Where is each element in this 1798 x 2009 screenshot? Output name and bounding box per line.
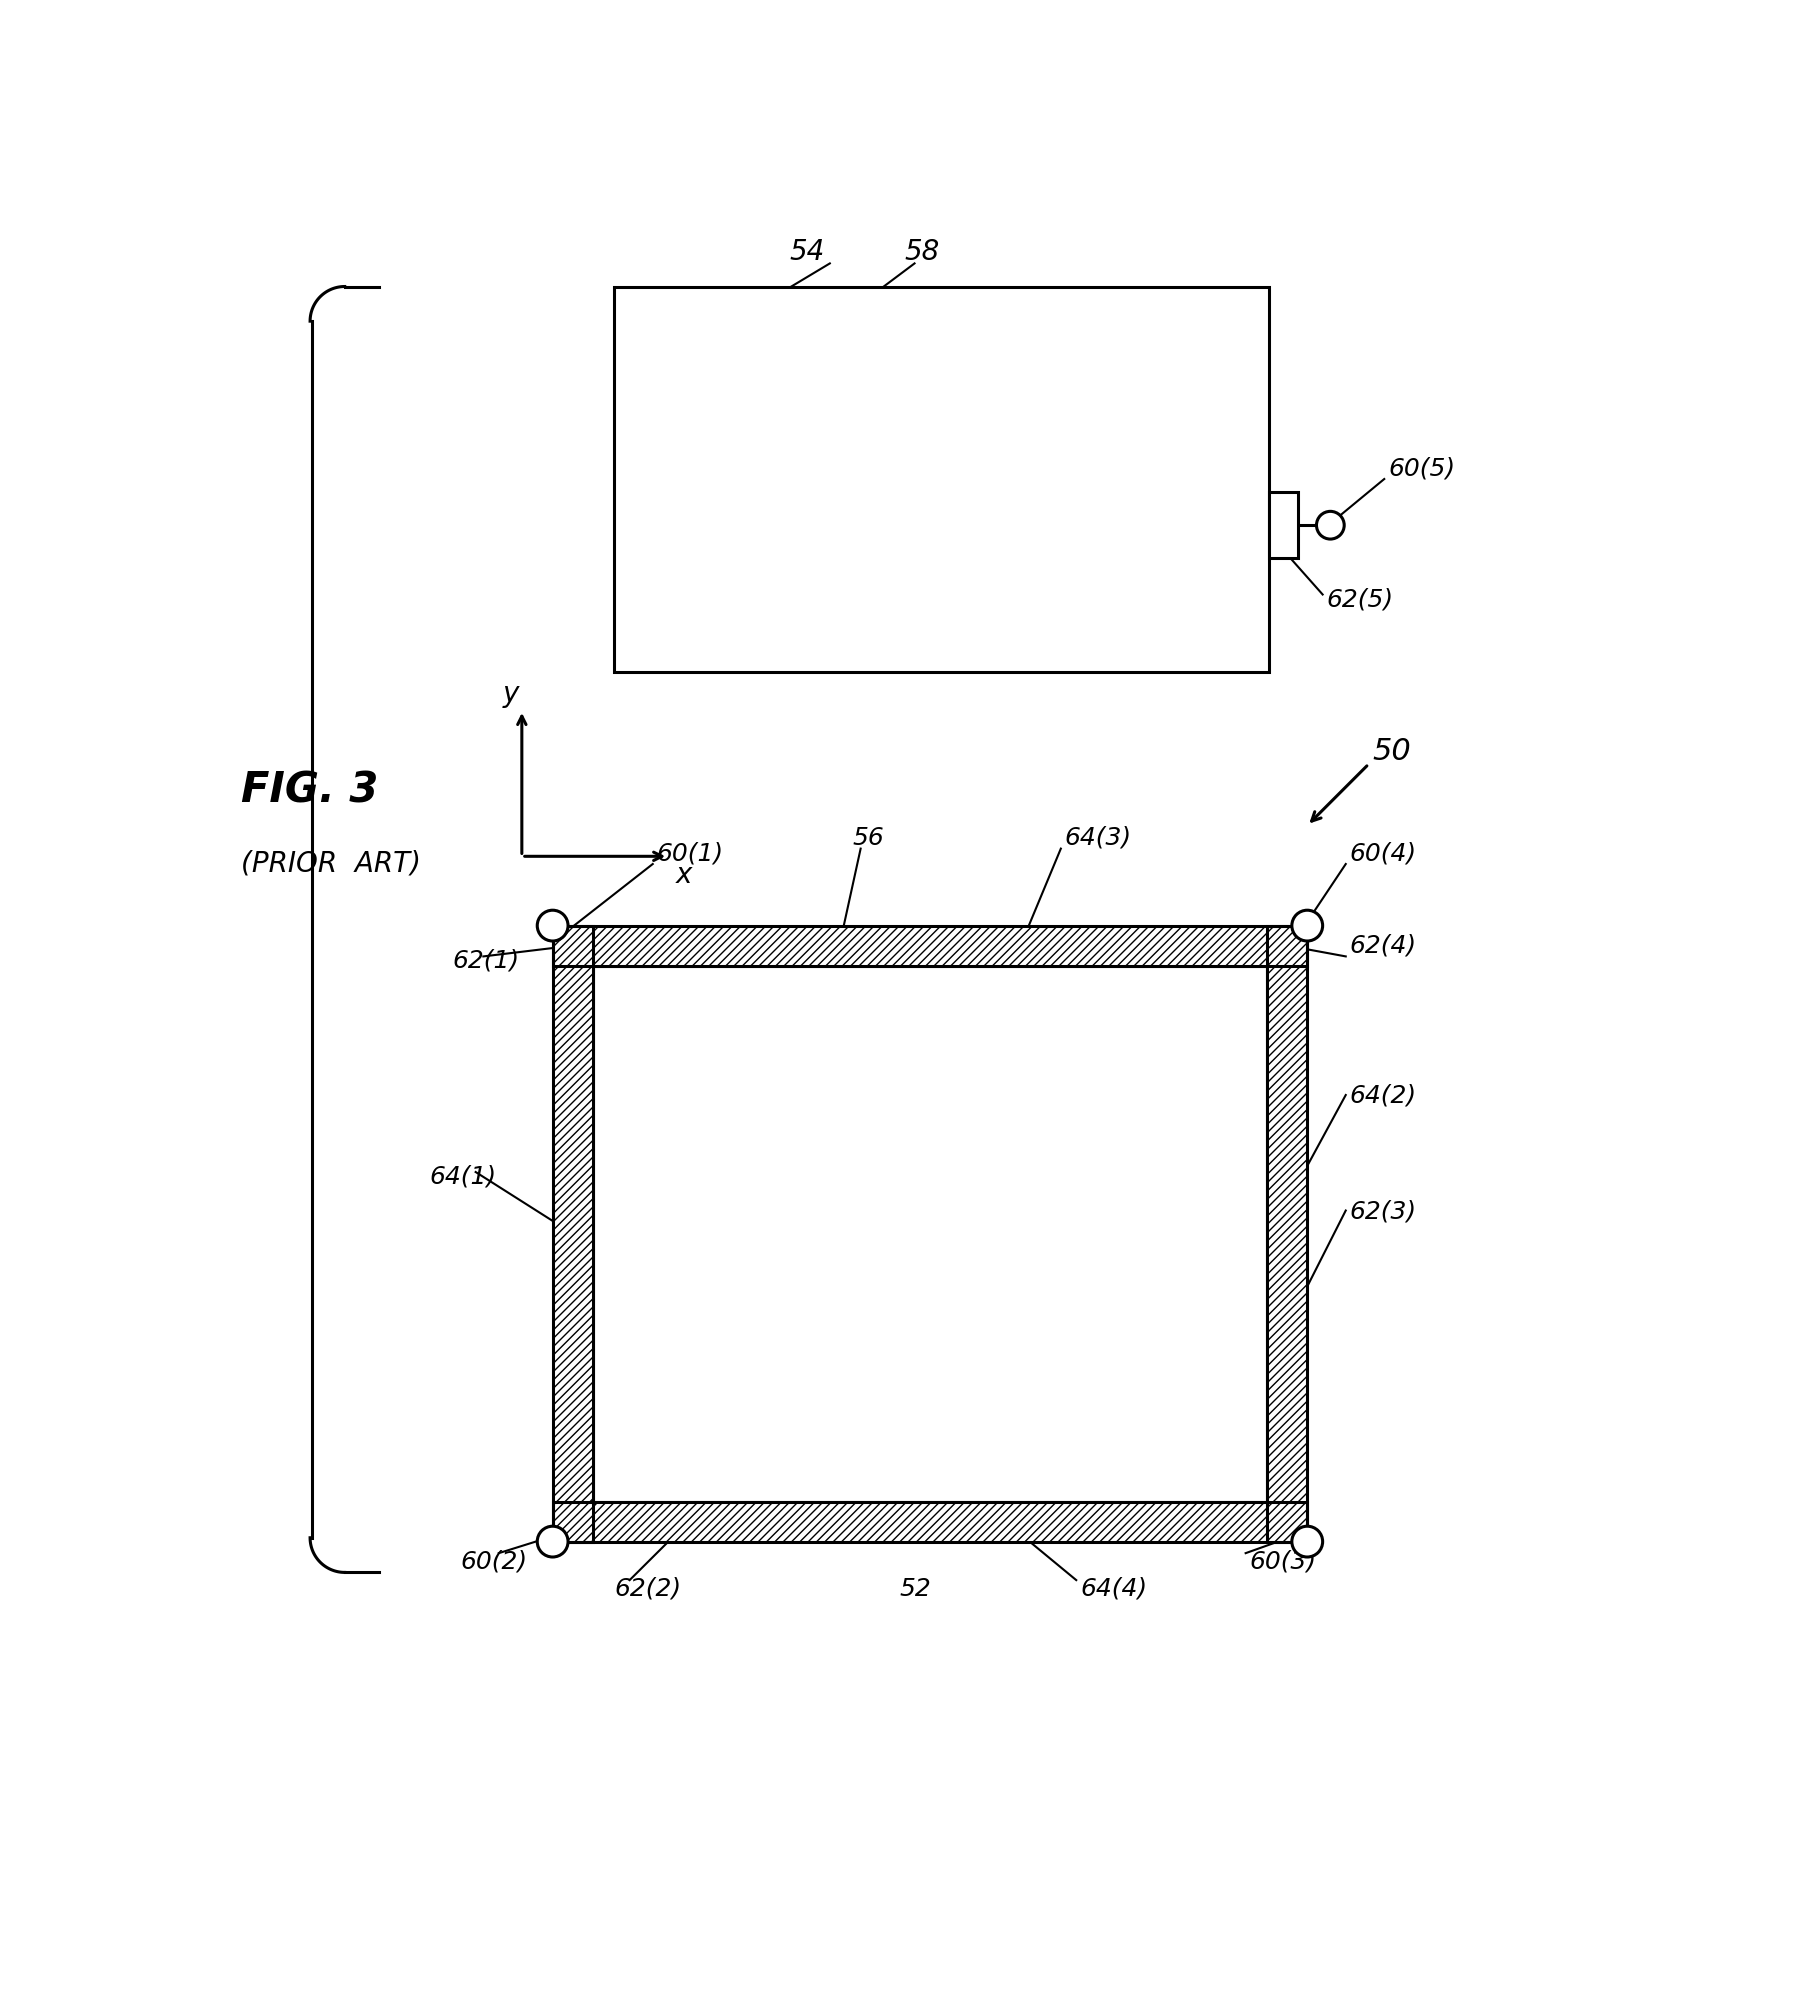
Text: 60(5): 60(5) (1388, 456, 1455, 480)
Text: 56: 56 (852, 826, 885, 850)
Text: 52: 52 (899, 1577, 931, 1601)
Bar (552, 1501, 1307, 1541)
Circle shape (538, 910, 568, 940)
Text: 62(1): 62(1) (453, 948, 520, 972)
Bar (552, 926, 593, 1541)
Circle shape (1291, 1527, 1323, 1557)
Text: 62(4): 62(4) (1350, 934, 1417, 958)
Text: 60(4): 60(4) (1350, 842, 1417, 866)
Text: 60(3): 60(3) (1250, 1549, 1316, 1573)
Text: 54: 54 (789, 237, 823, 265)
Bar (615, 287, 1269, 671)
Bar (1268, 926, 1307, 1541)
Bar (552, 926, 593, 1541)
Text: 64(1): 64(1) (430, 1165, 496, 1189)
Circle shape (1291, 910, 1323, 940)
Bar (593, 966, 1268, 1501)
Circle shape (538, 1527, 568, 1557)
Bar (552, 926, 1307, 966)
Bar (1269, 492, 1298, 559)
Text: 64(4): 64(4) (1081, 1577, 1147, 1601)
Text: 60(2): 60(2) (460, 1549, 527, 1573)
Text: 58: 58 (904, 237, 940, 265)
Bar (1268, 926, 1307, 1541)
Text: 50: 50 (1372, 737, 1411, 765)
Text: 64(2): 64(2) (1350, 1083, 1417, 1107)
Text: FIG. 3: FIG. 3 (241, 769, 378, 812)
Circle shape (1316, 512, 1345, 538)
Text: 62(3): 62(3) (1350, 1199, 1417, 1223)
Bar (552, 926, 1307, 966)
Text: y: y (503, 681, 520, 709)
Bar (552, 1501, 1307, 1541)
Text: 60(1): 60(1) (656, 842, 725, 866)
Text: x: x (676, 862, 692, 890)
Text: 62(5): 62(5) (1327, 587, 1393, 611)
Text: 62(2): 62(2) (615, 1577, 681, 1601)
Text: 64(3): 64(3) (1064, 826, 1131, 850)
Text: (PRIOR  ART): (PRIOR ART) (241, 850, 421, 878)
